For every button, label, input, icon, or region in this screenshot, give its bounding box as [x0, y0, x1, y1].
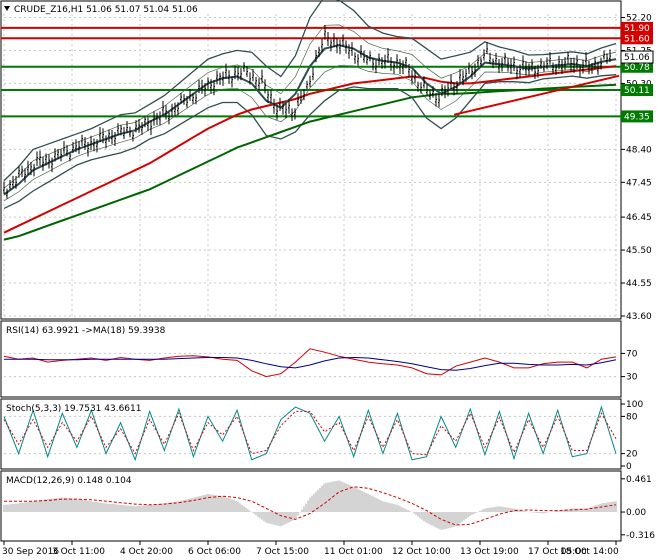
level-badge	[621, 21, 653, 34]
trendline	[453, 74, 620, 116]
time-tick-label: 3 Oct 11:00	[52, 547, 105, 557]
current-price-badge	[620, 50, 654, 64]
level-badge	[621, 32, 653, 45]
price-panel[interactable]: 52.2051.2550.3048.4047.4546.4545.5044.55…	[0, 0, 654, 322]
bollinger-bands	[3, 0, 617, 209]
stoch-tick-label: 0	[626, 462, 632, 472]
price-tick-label: 48.40	[626, 145, 652, 155]
time-tick-label: 6 Oct 06:00	[188, 547, 241, 557]
stoch-signal-line	[3, 410, 617, 456]
macd-panel-border	[0, 470, 622, 542]
rsi-ma-line	[4, 356, 617, 371]
level-badge	[621, 60, 653, 73]
macd-panel[interactable]: 0.461 0.00 -0.316 MACD(12,26,9) 0.148 0.10…	[0, 470, 655, 542]
stoch-lines	[3, 405, 617, 462]
time-tick-label: 4 Oct 20:00	[120, 547, 173, 557]
trendline	[453, 74, 620, 116]
envelope-upper	[3, 24, 617, 189]
rsi-levels	[4, 352, 616, 378]
level-badge-label: 51.60	[624, 34, 650, 44]
current-price-label: 51.06	[624, 53, 650, 63]
level-badge-label: 51.90	[624, 24, 650, 34]
macd-signal-line	[4, 486, 617, 526]
rsi-panel[interactable]: 70 30 RSI(14) 63.9921 ->MA(18) 59.3938	[0, 320, 638, 398]
macd-signal	[4, 486, 617, 526]
time-tick-label: 7 Oct 15:00	[256, 547, 309, 557]
macd-tick-label: 0.461	[626, 475, 652, 485]
macd-label: MACD(12,26,9) 0.148 0.104	[6, 476, 132, 486]
stoch-tick-label: 100	[626, 400, 643, 410]
macd-y-axis: 0.461 0.00 -0.316	[621, 475, 655, 541]
level-badge	[621, 110, 653, 123]
time-tick-label: 13 Oct 19:00	[460, 547, 519, 557]
price-bars	[3, 25, 611, 199]
stoch-panel[interactable]: 100 80 20 0 Stoch(5,3,3) 19.7531 43.6611	[0, 398, 643, 472]
time-tick-label: 30 Sep 2016	[2, 547, 59, 557]
price-tick-label: 45.50	[626, 246, 652, 256]
price-tick-label: 46.45	[626, 213, 652, 223]
macd-tick-label: -0.316	[626, 531, 655, 541]
stoch-main-line	[3, 405, 617, 462]
time-tick-label: 17 Oct 05:00	[528, 547, 587, 557]
price-tick-label: 43.60	[626, 312, 652, 322]
rsi-tick-label: 70	[626, 349, 638, 359]
price-tick-label: 47.45	[626, 178, 652, 188]
bollinger-lower	[3, 74, 617, 209]
price-tick-label: 44.55	[626, 279, 652, 289]
rsi-y-axis: 70 30	[621, 349, 638, 383]
stoch-panel-border	[0, 398, 622, 470]
rsi-panel-border	[0, 320, 622, 398]
stoch-tick-label: 20	[626, 450, 638, 460]
level-badge-label: 50.78	[624, 63, 650, 73]
price-grid	[3, 14, 617, 317]
stoch-y-axis: 100 80 20 0	[621, 400, 643, 472]
level-badge	[621, 84, 653, 97]
stoch-tick-label: 80	[626, 412, 638, 422]
ma-line	[3, 83, 617, 241]
time-tick-label: 18 Oct 14:00	[560, 547, 619, 557]
rsi-lines	[3, 348, 617, 378]
time-tick-label: 12 Oct 10:00	[392, 547, 451, 557]
rsi-line	[3, 348, 617, 378]
rsi-tick-label: 30	[626, 373, 638, 383]
ma-line	[3, 65, 617, 234]
level-badge-label: 49.35	[624, 112, 650, 122]
level-badge-label: 50.11	[624, 86, 650, 96]
bollinger-upper	[3, 0, 617, 182]
price-tick-label: 52.20	[626, 13, 652, 23]
price-panel-border	[0, 0, 622, 320]
collapse-arrow-icon[interactable]	[4, 6, 10, 11]
stoch-label: Stoch(5,3,3) 19.7531 43.6611	[6, 404, 141, 414]
time-tick-label: 11 Oct 01:00	[324, 547, 383, 557]
rsi-label: RSI(14) 63.9921 ->MA(18) 59.3938	[6, 326, 166, 336]
macd-histogram	[3, 480, 617, 530]
symbol-header: CRUDE_Z16,H1 51.06 51.07 51.04 51.06	[14, 5, 198, 15]
macd-tick-label: 0.00	[626, 508, 646, 518]
price-levels	[1, 26, 621, 118]
